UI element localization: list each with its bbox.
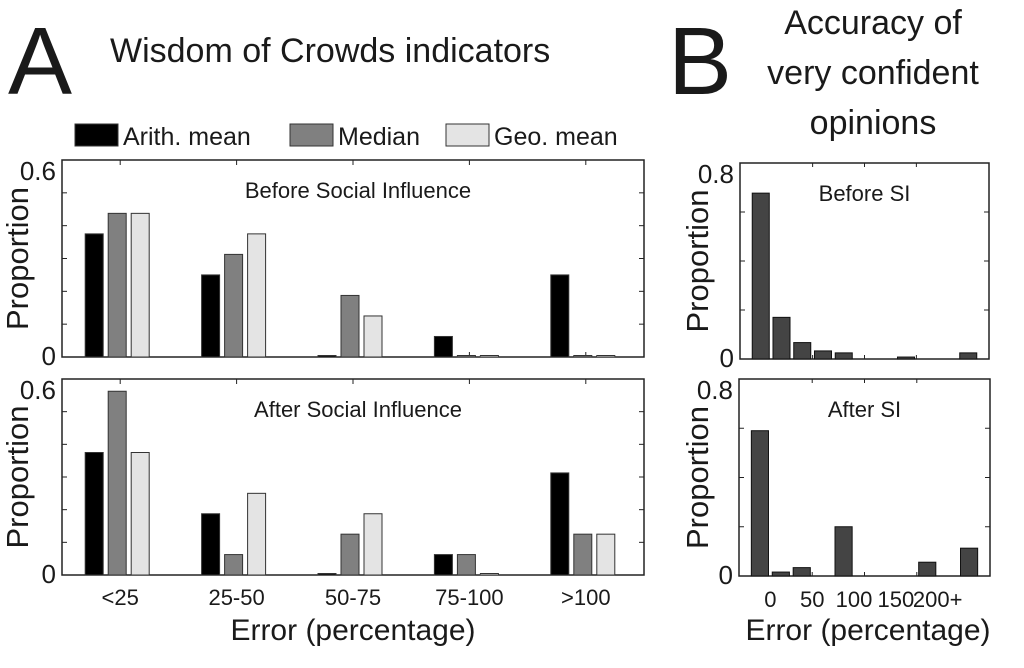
bar-arith-mean-4 (550, 472, 570, 576)
y-tick-label: 0 (42, 559, 56, 589)
bar-median-0 (107, 212, 127, 358)
bar-geo-mean-3 (479, 573, 499, 576)
bar-geo-mean-2 (363, 315, 383, 358)
legend-label-geo-mean: Geo. mean (494, 123, 618, 151)
x-tick-label: >100 (561, 585, 611, 610)
panel-b-letter: B (668, 8, 732, 115)
x-tick-label: 0 (764, 587, 776, 612)
x-tick-label: 50 (800, 587, 824, 612)
panel-b-title-line-3: opinions (810, 104, 937, 142)
x-tick-label: 75-100 (435, 585, 504, 610)
subplot-title: After Social Influence (254, 397, 462, 422)
bar-bin-4 (834, 526, 853, 577)
x-axis-label: Error (percentage) (745, 614, 990, 647)
bar-geo-mean-1 (247, 492, 267, 576)
bar-bin-2 (793, 342, 812, 360)
bar-median-1 (224, 253, 244, 358)
bar-bin-10 (959, 352, 978, 360)
bar-median-2 (340, 533, 360, 576)
x-tick-label: <25 (102, 585, 139, 610)
bar-bin-1 (772, 316, 791, 360)
bar-arith-mean-1 (201, 274, 221, 358)
y-tick-label: 0.8 (697, 375, 733, 405)
subplot-title: Before Social Influence (245, 178, 471, 203)
bar-median-3 (456, 554, 476, 576)
y-tick-label: 0.6 (20, 375, 56, 405)
bar-bin-8 (918, 561, 937, 577)
subplot-title: After SI (828, 397, 901, 422)
x-tick-label: 50-75 (325, 585, 381, 610)
bar-bin-2 (792, 567, 811, 577)
y-axis-label: Proportion (680, 406, 715, 549)
bar-median-3 (456, 355, 476, 358)
legend-label-arith-mean: Arith. mean (123, 123, 251, 151)
bar-bin-10 (960, 547, 979, 577)
panel-b-title-line-1: Accuracy of (784, 4, 962, 42)
panel-b-title-line-2: very confident (767, 54, 979, 92)
legend-label-median: Median (338, 123, 420, 151)
panel-a-title: Wisdom of Crowds indicators (110, 32, 550, 70)
legend: Arith. mean Median Geo. mean (74, 123, 618, 151)
bar-arith-mean-3 (433, 335, 453, 358)
y-tick-label: 0 (42, 341, 56, 371)
bar-arith-mean-3 (433, 554, 453, 576)
bar-arith-mean-2 (317, 355, 337, 358)
y-tick-label: 0.8 (698, 159, 734, 189)
bar-geo-mean-1 (247, 233, 267, 358)
bar-median-0 (107, 390, 127, 576)
bar-bin-4 (834, 352, 853, 360)
bar-arith-mean-2 (317, 573, 337, 576)
bar-geo-mean-4 (596, 533, 616, 576)
bar-arith-mean-4 (550, 274, 570, 358)
y-axis-label: Proportion (680, 189, 715, 332)
x-tick-label: 150 (878, 587, 915, 612)
y-tick-label: 0.6 (20, 156, 56, 186)
y-axis-label: Proportion (0, 405, 35, 548)
bar-arith-mean-0 (84, 233, 104, 358)
bar-bin-0 (750, 430, 769, 577)
x-tick-label: 100 (836, 587, 873, 612)
y-axis-label: Proportion (0, 187, 35, 330)
x-axis-label: Error (percentage) (230, 614, 475, 647)
y-tick-label: 0 (720, 343, 734, 373)
legend-swatch-median (289, 123, 334, 147)
bar-geo-mean-3 (479, 355, 499, 358)
x-tick-label: 25-50 (208, 585, 264, 610)
bar-arith-mean-1 (201, 513, 221, 576)
bar-median-4 (573, 355, 593, 358)
bar-geo-mean-4 (596, 355, 616, 358)
bar-bin-3 (813, 350, 833, 360)
bar-geo-mean-0 (130, 452, 150, 576)
panel-a-letter: A (8, 8, 72, 115)
bar-geo-mean-0 (130, 212, 150, 358)
bar-median-4 (573, 533, 593, 576)
bar-bin-1 (771, 571, 790, 577)
bar-bin-7 (896, 356, 916, 360)
legend-swatch-geo-mean (445, 123, 490, 147)
bar-median-1 (224, 554, 244, 576)
bar-arith-mean-0 (84, 452, 104, 576)
legend-swatch-arith-mean (74, 123, 119, 147)
bar-median-2 (340, 294, 360, 358)
bar-bin-0 (751, 192, 770, 360)
x-tick-label: 200+ (913, 587, 963, 612)
y-tick-label: 0 (719, 560, 733, 590)
bar-geo-mean-2 (363, 513, 383, 576)
subplot-title: Before SI (819, 181, 911, 206)
